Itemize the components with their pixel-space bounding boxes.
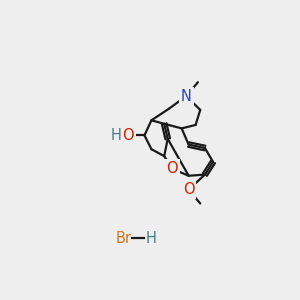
Text: Br: Br — [116, 231, 131, 246]
Text: O: O — [167, 161, 178, 176]
Text: H: H — [110, 128, 121, 143]
Text: H: H — [146, 231, 157, 246]
Text: N: N — [181, 88, 192, 104]
Text: O: O — [122, 128, 134, 143]
Text: O: O — [183, 182, 194, 197]
